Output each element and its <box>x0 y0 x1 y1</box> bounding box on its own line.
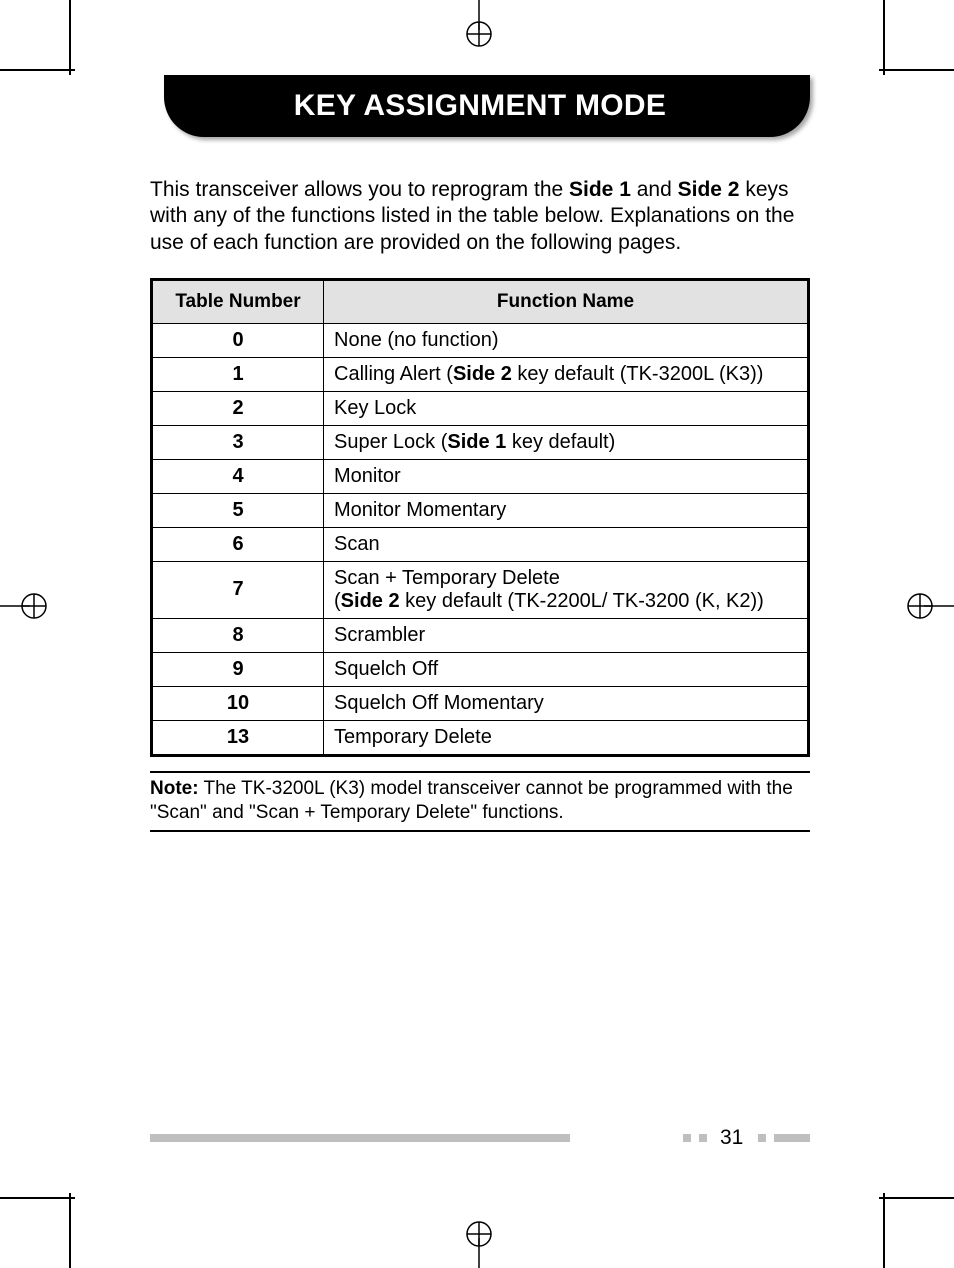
cell-function: Monitor <box>324 459 809 493</box>
cell-function: Scan <box>324 527 809 561</box>
footer-square <box>683 1134 691 1142</box>
cell-number: 13 <box>152 720 324 755</box>
cell-text: key default) <box>506 431 615 453</box>
table-row: 1Calling Alert (Side 2 key default (TK-3… <box>152 357 809 391</box>
cell-function: Calling Alert (Side 2 key default (TK-32… <box>324 357 809 391</box>
cell-function: Temporary Delete <box>324 720 809 755</box>
col-header-number: Table Number <box>152 279 324 323</box>
cell-number: 5 <box>152 493 324 527</box>
crop-mark <box>879 69 954 71</box>
intro-paragraph: This transceiver allows you to reprogram… <box>150 177 810 256</box>
cell-number: 10 <box>152 686 324 720</box>
footer-square <box>758 1134 766 1142</box>
cell-text: Squelch Off <box>334 658 438 680</box>
page-number: 31 <box>720 1126 743 1150</box>
page-footer: 31 <box>150 1130 810 1146</box>
registration-mark-icon <box>906 592 954 620</box>
cell-text: Scan + Temporary Delete <box>334 567 560 589</box>
cell-function: Key Lock <box>324 391 809 425</box>
cell-number: 2 <box>152 391 324 425</box>
cell-text: key default (TK-2200L/ TK-3200 (K, K2)) <box>400 590 764 612</box>
cell-text: ( <box>334 590 341 612</box>
intro-bold-side1: Side 1 <box>569 178 631 201</box>
footer-bar-left <box>150 1134 570 1142</box>
table-row: 2 Key Lock <box>152 391 809 425</box>
registration-mark-icon <box>0 592 48 620</box>
cell-text: Scrambler <box>334 624 425 646</box>
table-row: 6 Scan <box>152 527 809 561</box>
crop-mark <box>883 1193 885 1268</box>
cell-text: Temporary Delete <box>334 726 492 748</box>
cell-number: 1 <box>152 357 324 391</box>
cell-bold: Side 2 <box>453 363 512 385</box>
cell-function: Monitor Momentary <box>324 493 809 527</box>
cell-text: Squelch Off Momentary <box>334 692 544 714</box>
table-row: 0 None (no function) <box>152 323 809 357</box>
cell-function: None (no function) <box>324 323 809 357</box>
crop-mark <box>879 1197 954 1199</box>
crop-mark <box>0 1197 75 1199</box>
table-row: 10 Squelch Off Momentary <box>152 686 809 720</box>
footer-bar-right <box>774 1134 810 1142</box>
cell-text: key default (TK-3200L (K3)) <box>512 363 764 385</box>
cell-number: 7 <box>152 561 324 618</box>
cell-function: Scrambler <box>324 618 809 652</box>
crop-mark <box>0 69 75 71</box>
table-row: 13 Temporary Delete <box>152 720 809 755</box>
section-title: KEY ASSIGNMENT MODE <box>150 75 810 137</box>
footer-square <box>699 1134 707 1142</box>
cell-bold: Side 1 <box>447 431 506 453</box>
note-label: Note: <box>150 778 199 799</box>
table-row: 4 Monitor <box>152 459 809 493</box>
cell-text: Scan <box>334 533 380 555</box>
table-row: 3Super Lock (Side 1 key default) <box>152 425 809 459</box>
cell-text: Monitor Momentary <box>334 499 506 521</box>
cell-number: 4 <box>152 459 324 493</box>
intro-text: This transceiver allows you to reprogram… <box>150 178 569 201</box>
table-header-row: Table Number Function Name <box>152 279 809 323</box>
cell-function: Squelch Off <box>324 652 809 686</box>
cell-text: Calling Alert ( <box>334 363 453 385</box>
intro-text: and <box>631 178 678 201</box>
cell-function: Squelch Off Momentary <box>324 686 809 720</box>
cell-text: Monitor <box>334 465 401 487</box>
cell-number: 8 <box>152 618 324 652</box>
cell-number: 6 <box>152 527 324 561</box>
registration-mark-icon <box>465 1220 493 1268</box>
col-header-function: Function Name <box>324 279 809 323</box>
note-text: The TK-3200L (K3) model transceiver cann… <box>150 778 793 823</box>
table-row: 9 Squelch Off <box>152 652 809 686</box>
cell-bold: Side 2 <box>341 590 400 612</box>
table-row: 7Scan + Temporary Delete(Side 2 key defa… <box>152 561 809 618</box>
cell-text: Key Lock <box>334 397 416 419</box>
registration-mark-icon <box>465 0 493 48</box>
crop-mark <box>69 0 71 75</box>
function-table: Table Number Function Name 0 None (no fun… <box>150 278 810 757</box>
cell-number: 0 <box>152 323 324 357</box>
crop-mark <box>69 1193 71 1268</box>
cell-number: 3 <box>152 425 324 459</box>
table-row: 8 Scrambler <box>152 618 809 652</box>
section-title-bar: KEY ASSIGNMENT MODE <box>150 75 810 137</box>
cell-function: Scan + Temporary Delete(Side 2 key defau… <box>324 561 809 618</box>
intro-bold-side2: Side 2 <box>678 178 740 201</box>
page-content: KEY ASSIGNMENT MODE This transceiver all… <box>150 75 810 832</box>
cell-function: Super Lock (Side 1 key default) <box>324 425 809 459</box>
cell-number: 9 <box>152 652 324 686</box>
crop-mark <box>883 0 885 75</box>
note-block: Note: The TK-3200L (K3) model transceive… <box>150 771 810 833</box>
table-row: 5 Monitor Momentary <box>152 493 809 527</box>
cell-text: Super Lock ( <box>334 431 447 453</box>
cell-text: None (no function) <box>334 329 499 351</box>
